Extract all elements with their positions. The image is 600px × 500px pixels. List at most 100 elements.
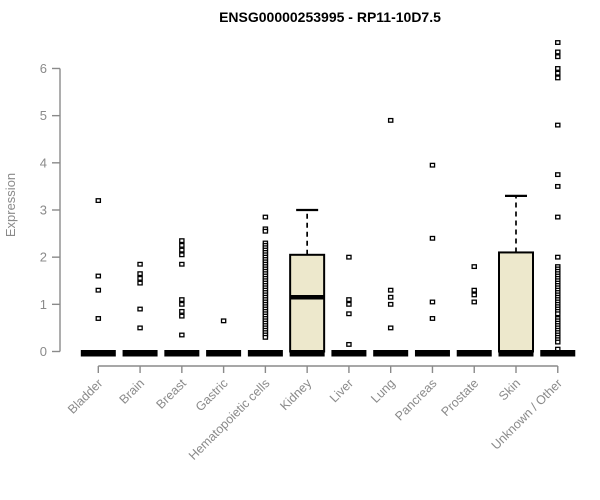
outlier-point	[137, 325, 143, 331]
outlier-point	[429, 316, 436, 321]
outlier-point	[429, 235, 436, 241]
zero-median-bar	[456, 350, 492, 357]
boxplot-group-skin	[498, 194, 534, 357]
outlier-point	[179, 313, 185, 319]
outlier-point	[555, 40, 561, 45]
outlier-point	[555, 49, 561, 55]
x-tick-label: Brain	[117, 376, 148, 407]
outlier-point	[179, 252, 185, 258]
boxplot-group-kidney	[289, 208, 326, 357]
zero-median-bar	[373, 350, 409, 357]
outlier-point	[555, 339, 561, 345]
x-tick-label: Hematopoietic cells	[186, 376, 273, 463]
boxplot-group-hematopoietic-cells	[247, 214, 283, 357]
plot-area: 0 1 2 3 4 5 6 Bladder Brain Breast GastricHematopo…	[40, 40, 576, 463]
outlier-point	[429, 162, 436, 168]
outlier-point	[555, 75, 561, 81]
outlier-point	[262, 334, 269, 340]
zero-median-bar	[206, 350, 242, 357]
x-tick-label: Prostate	[439, 376, 482, 419]
zero-median-bar	[164, 350, 200, 357]
boxplot-group-bladder	[80, 198, 116, 357]
y-tick-label: 5	[40, 108, 47, 123]
outlier-point	[346, 301, 352, 307]
outlier-point	[555, 66, 561, 71]
outlier-point	[471, 264, 477, 270]
x-tick-label: Lung	[368, 376, 398, 406]
y-axis-label: Expression	[3, 173, 18, 237]
outlier-point	[137, 280, 143, 286]
outlier-point	[95, 273, 102, 279]
boxplot-group-brain	[122, 261, 158, 357]
zero-median-bar	[247, 350, 283, 357]
x-tick-label: Gastric	[193, 376, 231, 414]
x-tick-label: Skin	[496, 376, 523, 403]
outlier-point	[346, 311, 352, 317]
outlier-point	[262, 228, 269, 234]
outlier-point	[555, 70, 561, 76]
outlier-point	[471, 287, 477, 293]
outlier-point	[95, 316, 102, 321]
outlier-point	[220, 318, 227, 324]
outlier-point	[179, 242, 185, 248]
outlier-point	[555, 214, 561, 220]
boxplot-group-prostate	[456, 264, 492, 357]
y-tick-label: 3	[40, 202, 47, 217]
chart-title: ENSG00000253995 - RP11-10D7.5	[219, 9, 441, 25]
outlier-point	[387, 294, 394, 300]
box	[289, 253, 326, 353]
outlier-point	[387, 325, 394, 331]
outlier-point	[179, 308, 185, 314]
zero-median-bar	[80, 350, 116, 357]
outlier-point	[95, 287, 102, 293]
outlier-point	[179, 238, 185, 244]
outlier-point	[346, 341, 352, 347]
boxplot-group-pancreas	[414, 162, 450, 357]
x-tick-label: Pancreas	[392, 376, 439, 423]
box	[498, 251, 534, 353]
outlier-point	[555, 172, 561, 178]
outlier-point	[179, 261, 185, 267]
y-tick-label: 1	[40, 297, 47, 312]
outlier-point	[471, 292, 477, 298]
outlier-point	[555, 122, 561, 128]
outlier-point	[137, 261, 143, 267]
zero-median-bar	[289, 350, 325, 357]
y-tick-label: 2	[40, 250, 47, 265]
boxplot-group-gastric	[206, 318, 242, 357]
x-tick-label: Kidney	[277, 376, 314, 413]
outlier-point	[387, 117, 394, 123]
zero-median-bar	[414, 350, 450, 357]
outlier-point	[179, 297, 185, 303]
outlier-point	[471, 299, 477, 305]
y-tick-label: 6	[40, 61, 47, 76]
zero-median-bar	[498, 350, 534, 357]
x-tick-label: Breast	[154, 376, 190, 412]
boxplot-group-lung	[373, 117, 409, 357]
outlier-point	[179, 332, 185, 338]
x-tick-label: Liver	[327, 376, 356, 405]
outlier-point	[137, 306, 143, 312]
outlier-point	[555, 254, 561, 260]
outlier-point	[137, 275, 143, 281]
outlier-point	[262, 214, 269, 220]
x-tick-label: Unknown / Other	[489, 376, 565, 452]
outlier-point	[346, 254, 352, 260]
outlier-point	[179, 301, 185, 307]
boxplot-group-breast	[164, 238, 200, 357]
outlier-point	[137, 271, 143, 277]
outlier-point	[555, 54, 561, 60]
zero-median-bar	[122, 350, 158, 357]
boxplot-group-unknown-other	[540, 40, 576, 357]
x-tick-label: Bladder	[65, 376, 105, 416]
zero-median-bar	[331, 350, 367, 357]
y-tick-label: 4	[40, 155, 47, 170]
outlier-point	[179, 247, 185, 253]
outlier-point	[346, 297, 352, 303]
zero-median-bar	[540, 350, 576, 357]
outlier-point	[555, 311, 561, 317]
y-tick-label: 0	[40, 344, 47, 359]
outlier-point	[95, 198, 102, 204]
